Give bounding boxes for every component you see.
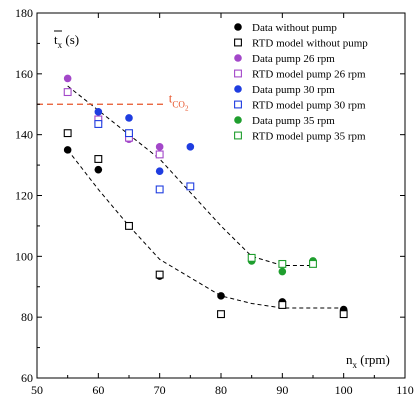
trend-lines bbox=[67, 85, 344, 309]
legend-marker bbox=[234, 131, 242, 140]
data-point-series-8 bbox=[309, 259, 317, 268]
reference-label-base: t bbox=[169, 90, 173, 105]
x-tick-label: 50 bbox=[31, 383, 43, 397]
data-point-series-5 bbox=[155, 167, 164, 175]
legend: Data without pump RTD model without pump D… bbox=[234, 22, 368, 143]
legend-marker bbox=[234, 54, 242, 62]
x-tick-label: 60 bbox=[92, 383, 104, 397]
x-tick-label: 90 bbox=[276, 383, 288, 397]
data-points bbox=[63, 74, 348, 319]
x-tick-label: 100 bbox=[335, 383, 353, 397]
x-axis-title-base: n bbox=[346, 352, 353, 367]
legend-entry-label: RTD model pump 35 rpm bbox=[252, 131, 366, 143]
y-axis-title-base: t bbox=[54, 32, 58, 47]
data-point-series-1 bbox=[217, 292, 225, 300]
legend-marker bbox=[234, 23, 242, 31]
x-tick-label: 80 bbox=[215, 383, 227, 397]
data-point-series-2 bbox=[125, 221, 133, 230]
reference-line-group: tCO2 bbox=[37, 90, 189, 112]
data-point-series-5 bbox=[94, 108, 103, 116]
y-axis-title: tx (s) bbox=[54, 32, 79, 50]
reference-line-label: tCO2 bbox=[169, 90, 189, 112]
reference-label-subsub: 2 bbox=[185, 104, 189, 112]
data-point-series-6 bbox=[125, 129, 133, 138]
axis-titles: tx (s)nx (rpm) bbox=[54, 30, 390, 370]
x-axis-title-sub: x bbox=[353, 360, 358, 370]
data-point-series-5 bbox=[125, 114, 133, 122]
legend-entry-label: RTD model pump 30 rpm bbox=[252, 100, 366, 112]
y-tick-label: 100 bbox=[15, 249, 33, 263]
y-axis-title-unit: (s) bbox=[62, 32, 79, 47]
x-tick-label: 110 bbox=[396, 383, 414, 397]
legend-marker bbox=[234, 100, 242, 109]
trend-line-2 bbox=[67, 85, 313, 266]
data-point-series-5 bbox=[186, 143, 195, 151]
legend-entry-label: RTD model pump 26 rpm bbox=[252, 69, 366, 81]
legend-entry-label: RTD model without pump bbox=[252, 38, 368, 50]
data-point-series-6 bbox=[186, 182, 195, 191]
legend-marker bbox=[234, 116, 242, 124]
y-tick-label: 160 bbox=[15, 67, 33, 81]
legend-marker bbox=[234, 69, 242, 78]
y-tick-label: 180 bbox=[15, 6, 33, 20]
y-tick-label: 120 bbox=[15, 189, 33, 203]
data-point-series-8 bbox=[247, 253, 256, 262]
data-point-series-4 bbox=[63, 88, 72, 97]
x-axis-title: nx (rpm) bbox=[346, 352, 390, 370]
y-tick-label: 60 bbox=[21, 371, 33, 385]
x-axis-title-unit: (rpm) bbox=[357, 352, 390, 367]
x-tick-label: 70 bbox=[154, 383, 166, 397]
legend-marker bbox=[234, 85, 242, 93]
legend-entry-label: Data without pump bbox=[252, 22, 337, 34]
data-point-series-2 bbox=[339, 310, 348, 319]
data-point-series-2 bbox=[63, 129, 72, 138]
data-point-series-8 bbox=[278, 259, 287, 268]
legend-entry-label: Data pump 26 rpm bbox=[252, 53, 335, 65]
data-point-series-3 bbox=[155, 143, 164, 151]
y-tick-label: 140 bbox=[15, 128, 33, 142]
data-point-series-6 bbox=[94, 120, 103, 128]
y-tick-label: 80 bbox=[21, 310, 33, 324]
trend-line-1 bbox=[67, 149, 344, 309]
data-point-series-1 bbox=[63, 146, 72, 154]
data-point-series-1 bbox=[94, 165, 103, 174]
reference-label-sub: CO bbox=[172, 99, 185, 109]
data-point-series-2 bbox=[94, 155, 103, 163]
legend-entry-label: Data pump 30 rpm bbox=[252, 84, 335, 96]
data-point-series-2 bbox=[217, 310, 225, 319]
data-point-series-3 bbox=[63, 74, 72, 83]
data-point-series-2 bbox=[155, 270, 164, 279]
data-point-series-7 bbox=[278, 267, 287, 276]
data-point-series-4 bbox=[155, 150, 164, 159]
y-axis-title-sub: x bbox=[58, 40, 63, 50]
legend-entry-label: Data pump 35 rpm bbox=[252, 115, 335, 127]
data-point-series-2 bbox=[278, 301, 287, 309]
legend-marker bbox=[234, 38, 242, 47]
data-point-series-6 bbox=[155, 185, 164, 194]
